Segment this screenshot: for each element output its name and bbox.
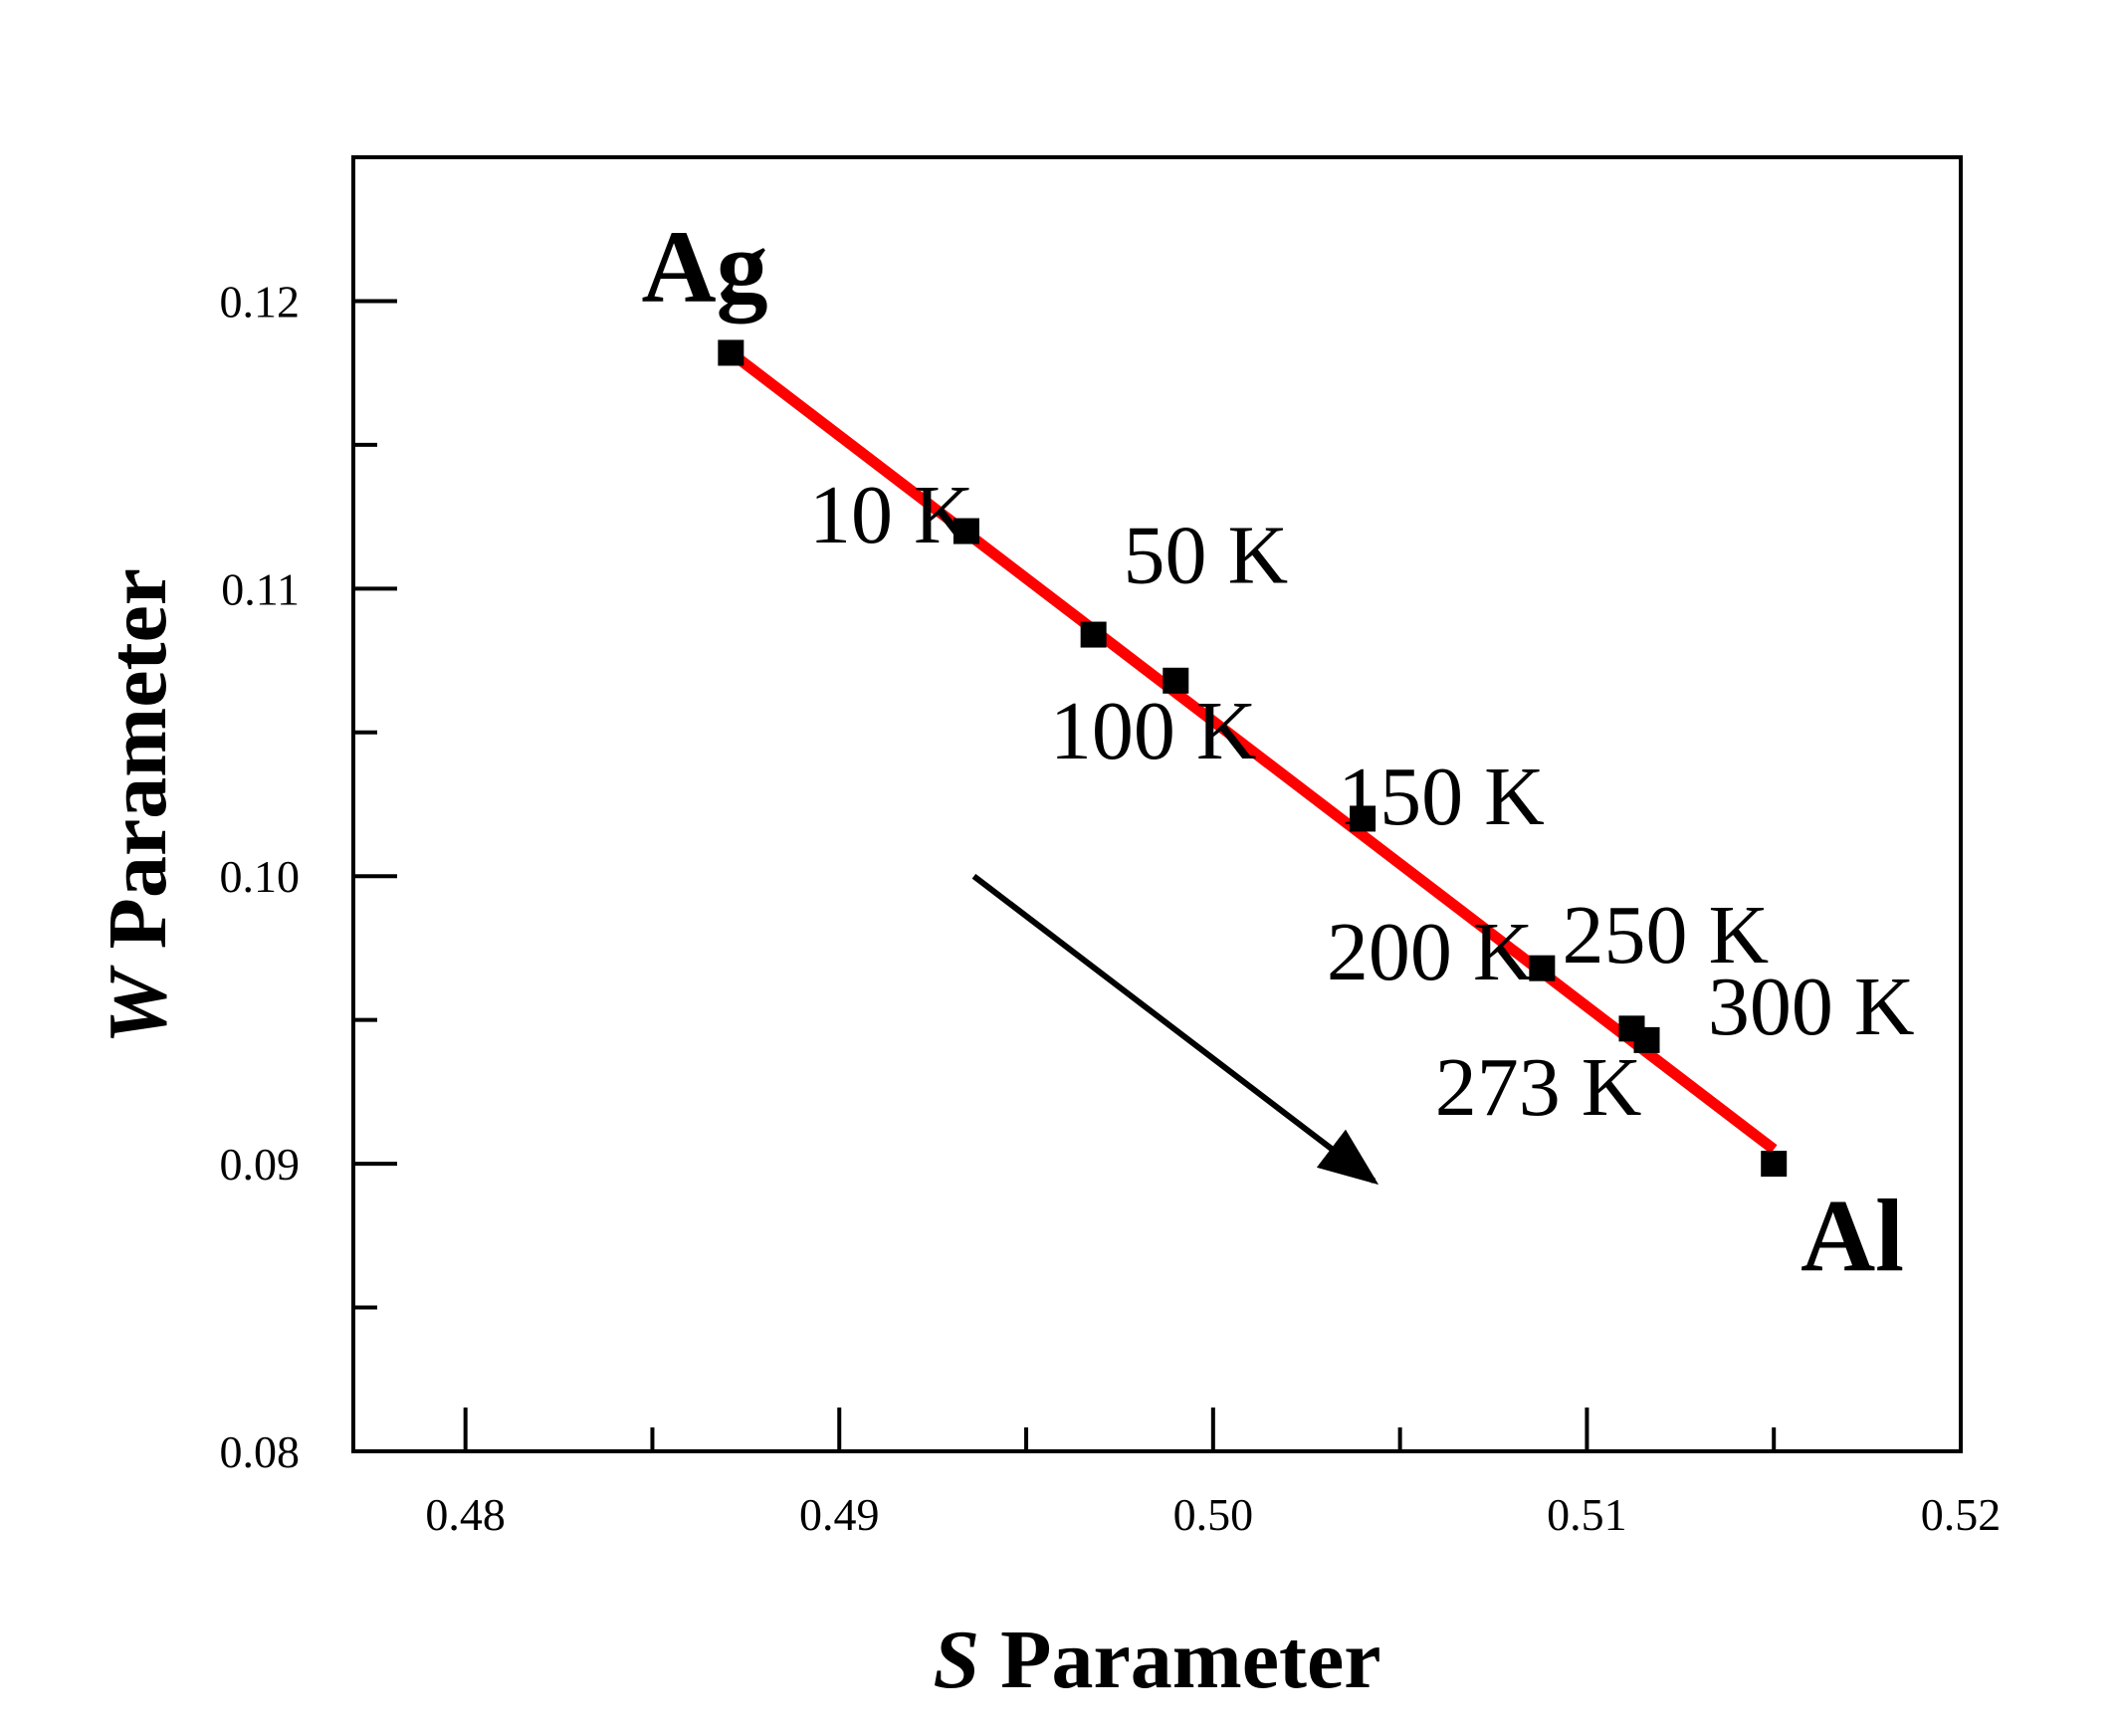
data-point-8: [1761, 1151, 1788, 1178]
x-axis-title-text: Parameter: [979, 1614, 1380, 1706]
data-points: [718, 339, 1788, 1178]
point-label-6: 300 K: [1708, 961, 1915, 1053]
y-tick-label-4: 0.12: [220, 276, 301, 326]
end-label-al: Al: [1800, 1179, 1904, 1293]
x-axis-variable: S: [933, 1614, 979, 1706]
x-tick-label-3: 0.51: [1547, 1489, 1627, 1540]
data-point-3: [1163, 667, 1189, 694]
fit-line: [727, 348, 1778, 1155]
point-label-4: 200 K: [1327, 906, 1534, 998]
axis-tick-labels: 0.48 0.49 0.50 0.51 0.52 0.08 0.09 0.10 0.11 0.12: [220, 276, 2002, 1540]
y-tick-label-2: 0.10: [220, 851, 301, 902]
data-point-4: [1350, 805, 1377, 832]
x-tick-label-0: 0.48: [425, 1489, 506, 1540]
point-label-5: 250 K: [1562, 889, 1769, 981]
y-tick-label-3: 0.11: [221, 563, 300, 614]
x-tick-label-2: 0.50: [1173, 1489, 1254, 1540]
data-point-7: [1633, 1026, 1660, 1053]
data-point-0: [718, 339, 744, 366]
point-label-2: 100 K: [1050, 685, 1257, 777]
axis-ticks: [353, 299, 1777, 1451]
plot-frame: [351, 155, 1963, 1453]
x-tick-label-1: 0.49: [799, 1489, 880, 1540]
y-tick-label-0: 0.08: [220, 1426, 301, 1477]
y-axis-title: W Parameter: [92, 568, 184, 1044]
end-label-ag: Ag: [641, 209, 767, 324]
data-point-2: [1080, 621, 1107, 648]
y-axis-title-text: Parameter: [92, 568, 184, 970]
point-label-1: 50 K: [1123, 510, 1288, 602]
trend-arrow: [971, 873, 1379, 1186]
data-point-1: [953, 518, 979, 544]
y-tick-label-1: 0.09: [220, 1139, 301, 1190]
x-axis-title: S Parameter: [933, 1614, 1380, 1706]
y-axis-variable: W: [92, 965, 184, 1044]
point-label-0: 10 K: [809, 469, 974, 561]
x-tick-label-4: 0.52: [1921, 1489, 2002, 1540]
data-point-5: [1529, 955, 1556, 981]
point-label-3: 150 K: [1338, 751, 1545, 843]
point-label-7: 273 K: [1435, 1041, 1642, 1134]
